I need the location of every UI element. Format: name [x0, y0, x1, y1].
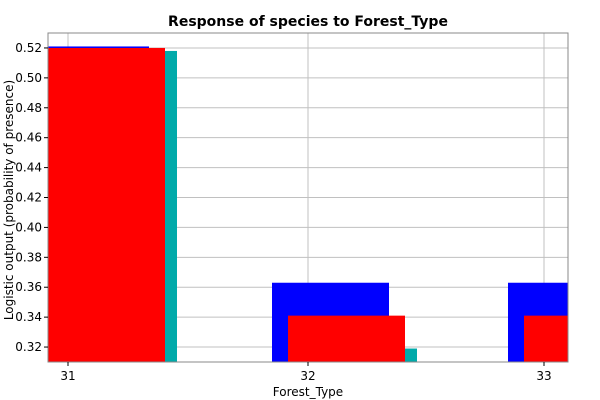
ticks-layer: 0.32 0.34 0.36 0.38 0.40 0.42 0.44 0.46 0.48 0.50… — [15, 41, 551, 383]
y-tick-label: 0.38 — [15, 250, 42, 264]
y-tick-label: 0.50 — [15, 71, 42, 85]
bar-series-1-33 — [524, 315, 568, 362]
bar-series-1-32 — [288, 315, 405, 362]
y-tick-label: 0.42 — [15, 191, 42, 205]
y-tick-label: 0.34 — [15, 310, 42, 324]
chart-title: Response of species to Forest_Type — [168, 14, 448, 30]
x-tick-label: 32 — [300, 369, 315, 383]
x-axis-label: Forest_Type — [273, 385, 343, 399]
x-tick-label: 33 — [536, 369, 551, 383]
bar-series-1-31 — [48, 47, 165, 363]
bars-layer — [48, 46, 568, 363]
y-axis-label: Logistic output (probability of presence… — [2, 80, 16, 320]
y-tick-label: 0.44 — [15, 161, 42, 175]
y-tick-label: 0.48 — [15, 101, 42, 115]
y-tick-label: 0.52 — [15, 41, 42, 55]
y-tick-label: 0.40 — [15, 220, 42, 234]
y-tick-label: 0.36 — [15, 280, 42, 294]
y-tick-label: 0.32 — [15, 340, 42, 354]
x-tick-label: 31 — [60, 369, 75, 383]
y-tick-label: 0.46 — [15, 131, 42, 145]
